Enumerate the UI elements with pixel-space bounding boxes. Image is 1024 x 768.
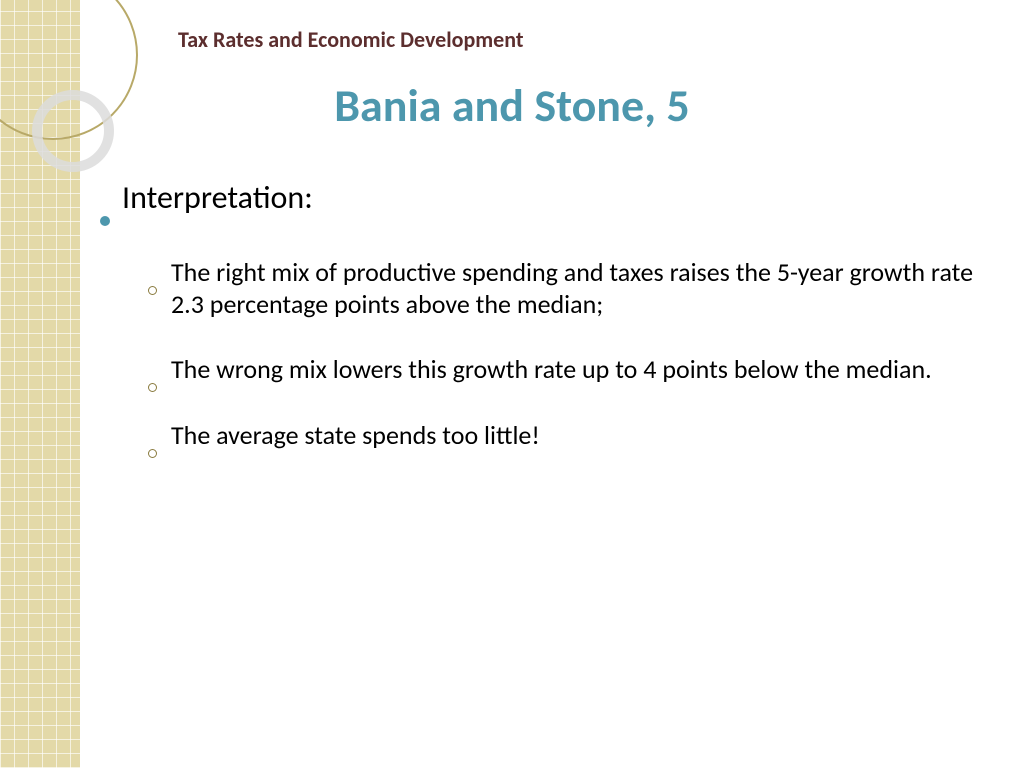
bullet-text: The right mix of productive spending and… — [171, 257, 980, 320]
bullet-ring-icon — [148, 286, 157, 295]
bullet-level2: The average state spends too little! — [148, 420, 980, 452]
bullet-text: The wrong mix lowers this growth rate up… — [171, 354, 932, 386]
bullet-level2: The wrong mix lowers this growth rate up… — [148, 354, 980, 386]
slide-title: Bania and Stone, 5 — [0, 78, 1024, 134]
bullet-ring-icon — [148, 449, 157, 458]
bullet-ring-icon — [148, 383, 157, 392]
bullet-text: The average state spends too little! — [171, 420, 540, 452]
bullet-dot-icon — [100, 216, 110, 226]
slide-header: Tax Rates and Economic Development — [178, 26, 524, 53]
slide-body: Interpretation: The right mix of product… — [100, 178, 980, 486]
bullet-level2: The right mix of productive spending and… — [148, 257, 980, 320]
bullet-text: Interpretation: — [122, 178, 313, 217]
bullet-level1: Interpretation: — [100, 178, 980, 217]
